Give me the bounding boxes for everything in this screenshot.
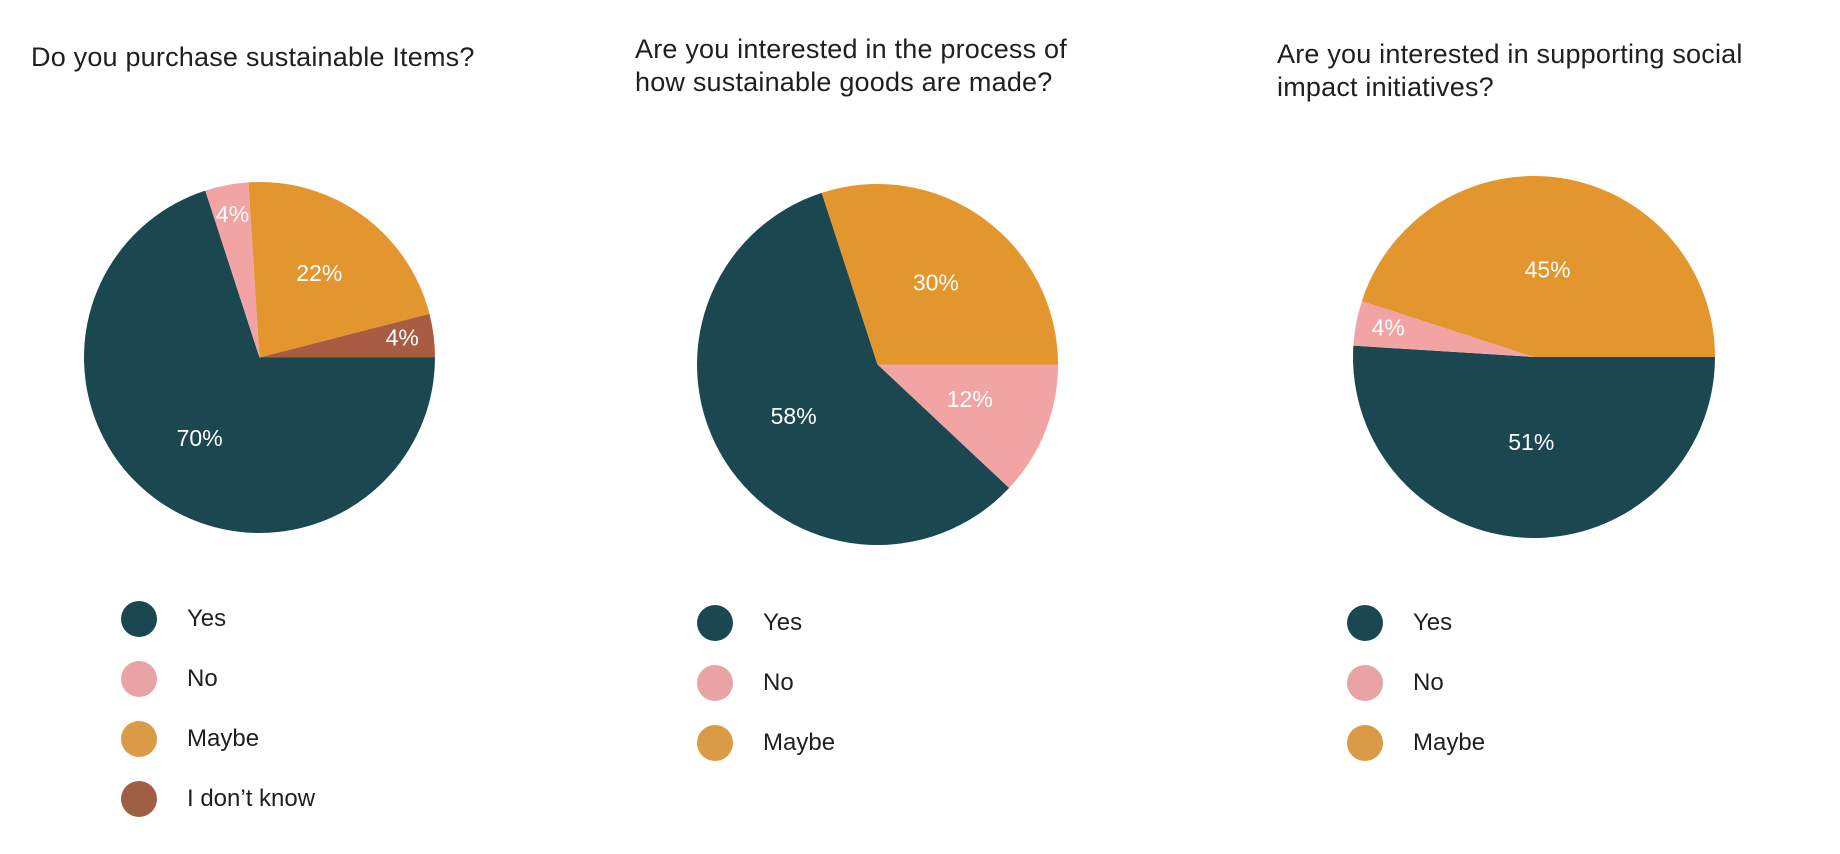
- slice-label: 4%: [386, 325, 419, 351]
- legend-label: Yes: [187, 605, 227, 632]
- pie-slice-i-don-t-know: [259, 313, 435, 358]
- legend-item: Yes: [1347, 605, 1485, 641]
- chart-title: Are you interested in the process of how…: [635, 34, 1067, 97]
- pie-slice-maybe: [248, 182, 430, 358]
- slice-label: 22%: [296, 260, 342, 286]
- chart-panel-purchase: Do you purchase sustainable Items? 70% 4%…: [0, 0, 620, 854]
- chart-legend: Yes No Maybe: [1347, 605, 1485, 785]
- slice-label: 12%: [947, 386, 993, 412]
- pie-slice-yes: [83, 190, 436, 533]
- pie-slice-maybe: [821, 184, 1058, 365]
- legend-label: Yes: [1413, 609, 1453, 636]
- legend-item: Yes: [121, 601, 315, 637]
- chart-legend: Yes No Maybe I don’t know: [121, 601, 315, 841]
- legend-label: I don’t know: [187, 785, 316, 812]
- legend-swatch: [121, 601, 157, 637]
- legend-swatch: [121, 781, 157, 817]
- chart-legend: Yes No Maybe: [697, 605, 835, 785]
- legend-item: No: [121, 661, 315, 697]
- legend-swatch: [1347, 725, 1383, 761]
- chart-panel-social-impact: Are you interested in supporting social …: [1240, 0, 1840, 854]
- legend-label: No: [187, 665, 218, 692]
- legend-swatch: [121, 661, 157, 697]
- legend-label: Maybe: [1413, 729, 1486, 756]
- slice-label: 45%: [1525, 256, 1571, 282]
- chart-title: Do you purchase sustainable Items?: [31, 42, 475, 72]
- chart-title: Are you interested in supporting social …: [1277, 39, 1743, 102]
- legend-item: I don’t know: [121, 781, 315, 817]
- pie-chart: 51% 4% 45%: [1353, 176, 1715, 539]
- legend-label: Maybe: [187, 725, 260, 752]
- pie-slice-no: [1353, 301, 1534, 357]
- legend-item: Yes: [697, 605, 835, 641]
- legend-swatch: [1347, 605, 1383, 641]
- slice-label: 4%: [1372, 314, 1405, 340]
- legend-swatch: [1347, 665, 1383, 701]
- pie-slice-yes: [697, 192, 1010, 546]
- slice-label: 70%: [177, 425, 223, 451]
- pie-slice-yes: [1353, 345, 1715, 539]
- legend-item: Maybe: [121, 721, 315, 757]
- slice-label: 51%: [1508, 429, 1554, 455]
- pie-slice-maybe: [1361, 176, 1715, 357]
- legend-item: Maybe: [1347, 725, 1485, 761]
- slice-label: 58%: [771, 403, 817, 429]
- legend-label: Maybe: [763, 729, 836, 756]
- legend-swatch: [697, 605, 733, 641]
- legend-swatch: [697, 665, 733, 701]
- slice-label: 30%: [913, 269, 959, 295]
- pie-chart: 70% 4% 22% 4%: [83, 182, 436, 533]
- pie-chart: 12% 58% 30%: [697, 184, 1058, 546]
- legend-label: Yes: [763, 609, 803, 636]
- legend-item: Maybe: [697, 725, 835, 761]
- legend-item: No: [697, 665, 835, 701]
- slice-label: 4%: [216, 201, 249, 227]
- legend-swatch: [697, 725, 733, 761]
- pie-slice-no: [877, 364, 1058, 489]
- legend-item: No: [1347, 665, 1485, 701]
- legend-swatch: [121, 721, 157, 757]
- legend-label: No: [763, 669, 794, 696]
- legend-label: No: [1413, 669, 1444, 696]
- chart-panel-process: Are you interested in the process of how…: [620, 0, 1240, 854]
- pie-slice-no: [205, 182, 260, 358]
